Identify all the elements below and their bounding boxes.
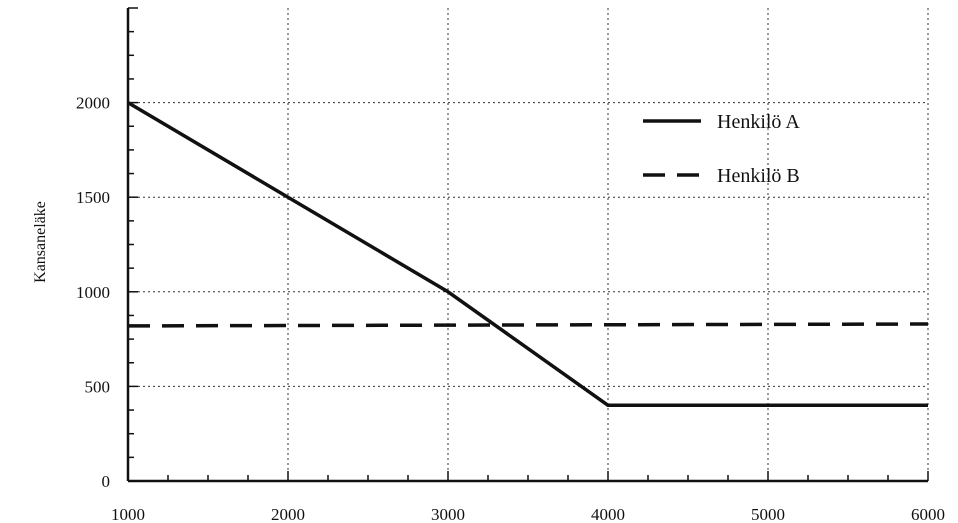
series-line-henkilo-a (127, 101, 928, 408)
x-tick-label: 4000 (591, 505, 625, 523)
legend-label-henkilo-a: Henkilö A (717, 111, 800, 133)
x-tick-label: 2000 (271, 505, 305, 523)
tick-labels: 1000 2000 3000 4000 5000 6000 0 500 1000 1500 2000 (76, 94, 945, 523)
tick-marks (127, 7, 929, 482)
series-line-henkilo-b (127, 322, 929, 328)
x-tick-label: 6000 (911, 505, 945, 523)
y-tick-label: 0 (102, 472, 111, 491)
x-tick-label: 5000 (751, 505, 785, 523)
legend-label-henkilo-b: Henkilö B (717, 165, 800, 187)
series-lines (127, 101, 929, 408)
y-tick-label: 1000 (76, 283, 110, 302)
grid (128, 8, 929, 481)
x-tick-label: 3000 (431, 505, 465, 523)
x-tick-label: 1000 (111, 505, 145, 523)
y-tick-label: 2000 (76, 94, 110, 113)
y-tick-label: 500 (85, 377, 111, 396)
y-axis-title: Kansaneläke (32, 201, 49, 283)
axes (126, 8, 928, 483)
legend: Henkilö A Henkilö B (643, 111, 800, 187)
y-tick-label: 1500 (76, 188, 110, 207)
